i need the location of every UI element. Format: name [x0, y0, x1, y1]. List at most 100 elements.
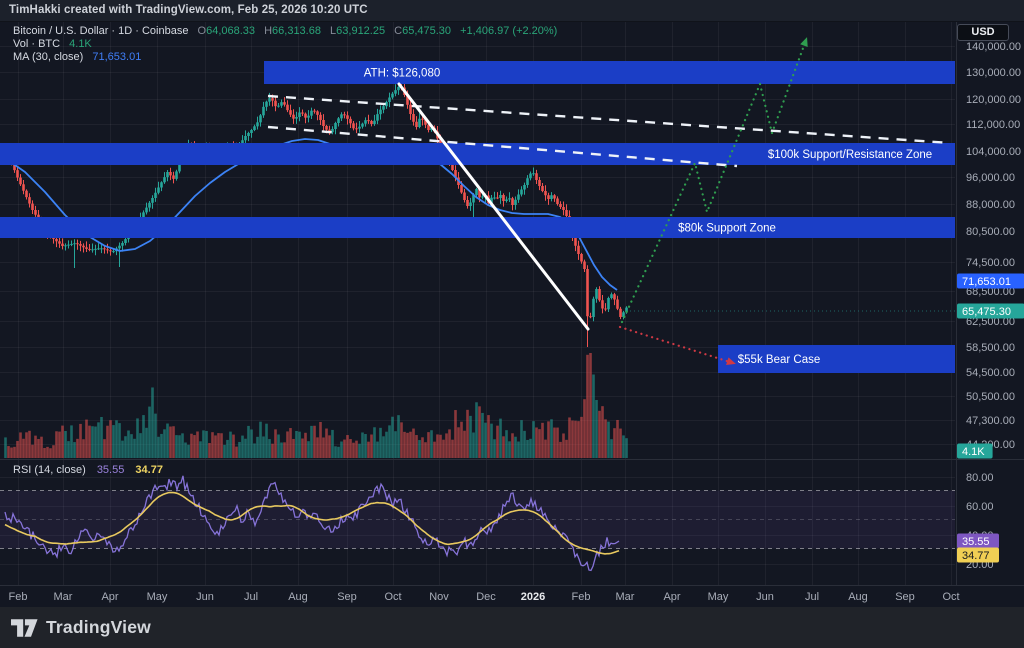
zone-rect[interactable] — [264, 61, 955, 84]
zone-rect[interactable] — [0, 143, 955, 165]
close-value: 65,475.30 — [402, 25, 452, 37]
change-value: +1,406.97 (+2.20%) — [460, 25, 558, 37]
svg-text:35.55: 35.55 — [962, 536, 990, 548]
ma-value: 71,653.01 — [92, 51, 142, 63]
price-scale-label: 140,000.00 — [966, 41, 1021, 53]
time-scale-label: May — [147, 591, 168, 603]
price-scale-label: 58,500.00 — [966, 342, 1015, 354]
time-scale-label: Apr — [663, 591, 680, 603]
price-scale-label: 96,000.00 — [966, 172, 1015, 184]
rsi-legend-row[interactable]: RSI (14, close) 35.55 34.77 — [13, 464, 163, 476]
price-scale-label: 47,300.00 — [966, 415, 1015, 427]
price-scale-label: 104,000.00 — [966, 146, 1021, 158]
volume-label: Vol · BTC — [13, 38, 61, 50]
price-badge — [957, 273, 1024, 289]
time-scale-label: Apr — [101, 591, 118, 603]
time-scale-label: Jul — [805, 591, 819, 603]
price-scale-label: 50,500.00 — [966, 391, 1015, 403]
time-scale-label: 2026 — [521, 591, 545, 603]
zone-labels: ATH: $126,080 $100k Support/Resistance Zo… — [364, 68, 932, 367]
price-scale-label: 54,500.00 — [966, 367, 1015, 379]
svg-text:4.1K: 4.1K — [962, 446, 985, 458]
price-badge — [957, 533, 999, 549]
price-scale-label: 88,000.00 — [966, 199, 1015, 211]
rsi-scale-label: 60.00 — [966, 501, 994, 513]
zone-label: $80k Support Zone — [678, 223, 776, 235]
symbol-legend-row-main[interactable]: Bitcoin / U.S. Dollar · 1D · Coinbase O6… — [13, 25, 557, 38]
trendline[interactable] — [397, 82, 590, 331]
price-scale-label: 62,500.00 — [966, 316, 1015, 328]
high-value: 66,313.68 — [272, 25, 321, 37]
price-scale-label: 120,000.00 — [966, 94, 1021, 106]
symbol-title: Bitcoin / U.S. Dollar · 1D · Coinbase — [13, 25, 189, 37]
ma-label: MA (30, close) — [13, 51, 84, 63]
rsi-label: RSI (14, close) — [13, 464, 86, 476]
tradingview-logo-icon[interactable] — [11, 618, 38, 638]
time-scale-label: Feb — [572, 591, 591, 603]
low-label: L — [330, 25, 337, 37]
volume-series[interactable] — [4, 353, 628, 458]
time-scale-label: Dec — [476, 591, 496, 603]
rsi-scale-label: 80.00 — [966, 472, 994, 484]
dashed-channel-lines[interactable] — [267, 94, 951, 168]
time-scale-label: Oct — [942, 591, 959, 603]
time-scale-label: Jul — [244, 591, 258, 603]
price-badge — [957, 547, 999, 563]
time-scale[interactable]: Feb Mar Apr May Jun Jul Aug Sep Oct Nov Dec 2026 Feb… — [9, 591, 960, 603]
zone-label: $100k Support/Resistance Zone — [768, 149, 932, 161]
chart-canvas[interactable]: ATH: $126,080 $100k Support/Resistance Zo… — [0, 22, 1024, 607]
zone-rect[interactable] — [0, 217, 955, 238]
high-label: H — [264, 25, 273, 37]
time-scale-label: Jun — [756, 591, 774, 603]
price-scale-label: 68,500.00 — [966, 286, 1015, 298]
rsi-value: 35.55 — [96, 464, 125, 476]
time-scale-label: Mar — [616, 591, 635, 603]
zone-label: ATH: $126,080 — [364, 68, 441, 80]
zone-label: $55k Bear Case — [738, 354, 820, 366]
bull-projection-line[interactable] — [620, 37, 808, 324]
open-label: O — [197, 25, 207, 37]
attribution-text: TimHakki created with TradingView.com, F… — [9, 4, 368, 16]
time-scale-label: Sep — [895, 591, 915, 603]
close-label: C — [394, 25, 403, 37]
chart-area[interactable]: ATH: $126,080 $100k Support/Resistance Zo… — [0, 22, 1024, 607]
svg-text:34.77: 34.77 — [962, 550, 990, 562]
rsi-line[interactable] — [4, 475, 620, 572]
rsi-ma-value: 34.77 — [135, 464, 163, 476]
highlight-zones[interactable] — [0, 61, 955, 373]
symbol-legend-row-ma[interactable]: MA (30, close) 71,653.01 — [13, 51, 557, 64]
pane-dividers — [0, 22, 1024, 586]
time-scale-label: May — [708, 591, 729, 603]
time-scale-label: Feb — [9, 591, 28, 603]
bear-projection-line[interactable] — [618, 325, 736, 365]
time-scale-label: Sep — [337, 591, 357, 603]
price-scale-label: 74,500.00 — [966, 257, 1015, 269]
symbol-legend-row-volume[interactable]: Vol · BTC 4.1K — [13, 38, 557, 51]
rsi-pane[interactable] — [0, 475, 955, 572]
time-scale-label: Aug — [848, 591, 868, 603]
price-badge — [957, 303, 1024, 319]
footer-bar: TradingView — [0, 607, 1024, 648]
attribution-bar: TimHakki created with TradingView.com, F… — [0, 0, 1024, 22]
price-scale-label: 80,500.00 — [966, 226, 1015, 238]
price-scale-label: 112,000.00 — [966, 119, 1020, 131]
svg-text:71,653.01: 71,653.01 — [962, 276, 1011, 288]
rsi-ma-line[interactable] — [4, 491, 620, 555]
price-scale[interactable]: 140,000.00 130,000.00 120,000.00 112,000.00… — [957, 41, 1024, 459]
open-value: 64,068.33 — [206, 25, 256, 37]
zone-rect[interactable] — [718, 345, 955, 373]
time-scale-label: Aug — [288, 591, 308, 603]
price-badge — [957, 443, 993, 459]
time-scale-label: Nov — [429, 591, 449, 603]
svg-text:65,475.30: 65,475.30 — [962, 306, 1011, 318]
tradingview-brand-text[interactable]: TradingView — [46, 617, 151, 637]
time-scale-label: Jun — [196, 591, 214, 603]
time-scale-label: Mar — [54, 591, 73, 603]
volume-value: 4.1K — [69, 38, 92, 50]
symbol-legend[interactable]: Bitcoin / U.S. Dollar · 1D · Coinbase O6… — [13, 25, 557, 64]
time-scale-label: Oct — [384, 591, 401, 603]
low-value: 63,912.25 — [336, 25, 386, 37]
price-scale-label: 130,000.00 — [966, 67, 1021, 79]
currency-unit-button[interactable]: USD — [957, 24, 1009, 41]
